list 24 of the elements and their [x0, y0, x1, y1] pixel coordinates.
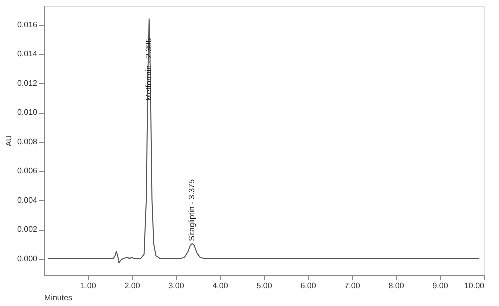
x-tick-label: 5.00: [256, 282, 273, 290]
x-tick-label: 8.00: [388, 282, 405, 290]
x-tick-label: 10.00: [464, 282, 486, 290]
y-tick-label: 0.016: [17, 20, 38, 30]
y-tick-label: 0.006: [17, 166, 38, 176]
x-tick-label: 6.00: [300, 282, 317, 290]
x-tick-label: 3.00: [168, 282, 185, 290]
y-tick-label: 0.010: [17, 108, 38, 118]
annotation: Metformin - 2.395: [144, 38, 154, 102]
y-tick-label: 0.012: [17, 78, 38, 88]
x-axis-title: Minutes: [44, 294, 73, 302]
y-tick-label: 0.002: [17, 225, 38, 234]
y-tick-label: 0.000: [17, 254, 38, 264]
x-tick-label: 1.00: [80, 282, 97, 290]
y-tick-label: 0.008: [17, 137, 38, 146]
x-tick-label: 4.00: [212, 282, 229, 290]
x-tick-label: 7.00: [344, 282, 361, 290]
y-axis-title: AU: [4, 135, 14, 147]
line-series: [48, 18, 480, 264]
annotation: Sitagliptin - 3.375: [188, 179, 196, 242]
x-tick-label: 9.00: [432, 282, 449, 290]
y-tick-label: 0.014: [17, 50, 38, 59]
y-tick-label: 0.004: [17, 196, 38, 205]
x-tick-label: 2.00: [124, 282, 141, 290]
